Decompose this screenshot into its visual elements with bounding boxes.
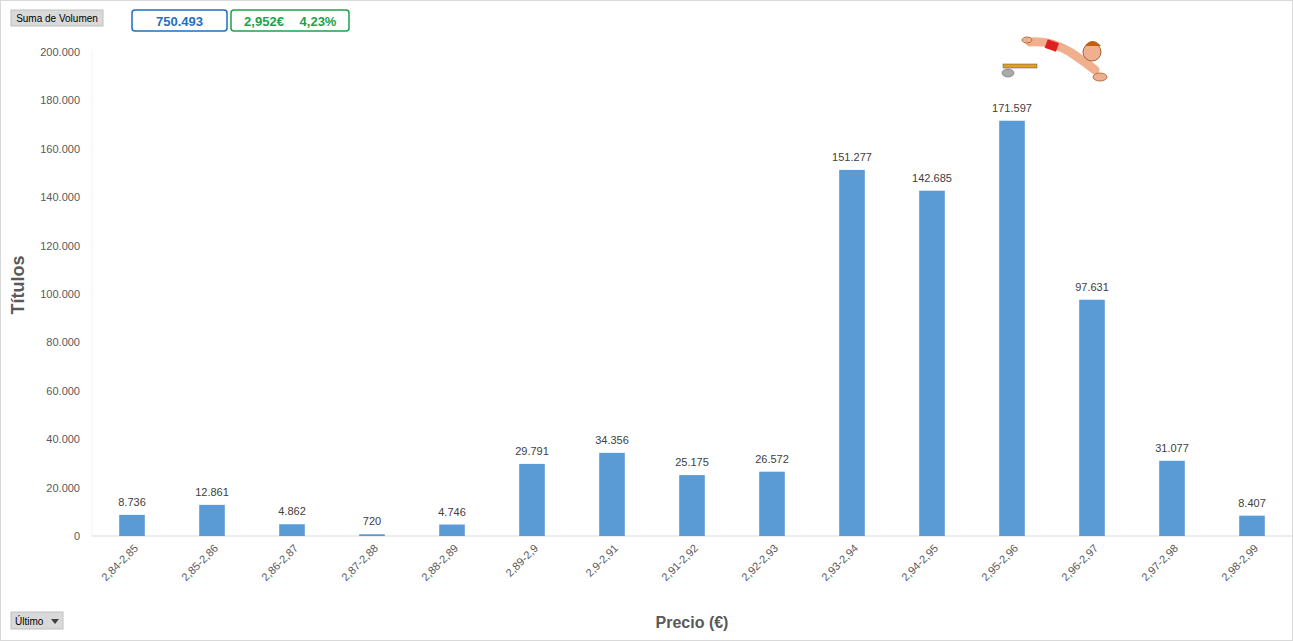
- y-tick-label: 0: [74, 530, 80, 542]
- data-label: 142.685: [912, 172, 952, 184]
- bar: [1239, 516, 1265, 536]
- x-tick-label: 2,85-2,86: [179, 542, 220, 583]
- bar: [999, 121, 1025, 536]
- price-box: [231, 10, 349, 31]
- y-tick-label: 20.000: [46, 482, 80, 494]
- x-tick-label: 2,96-2,97: [1059, 542, 1100, 583]
- total-value: 750.493: [156, 14, 203, 29]
- bar: [359, 534, 385, 536]
- x-tick-label: 2,93-2,94: [819, 542, 860, 583]
- y-tick-label: 40.000: [46, 433, 80, 445]
- hair: [1085, 41, 1101, 46]
- x-tick-label: 2,9-2,91: [583, 542, 620, 579]
- x-tick-label: 2,86-2,87: [259, 542, 300, 583]
- x-tick-label: 2,89-2,9: [503, 542, 540, 579]
- price-value: 2,952€: [244, 14, 284, 29]
- bar: [1159, 461, 1185, 536]
- x-tick-label: 2,91-2,92: [659, 542, 700, 583]
- data-label: 31.077: [1155, 442, 1189, 454]
- y-axis-line: [92, 52, 93, 536]
- chart: 0 20.000 40.000 60.000 80.000 100.000 120.000 1…: [0, 0, 1293, 641]
- data-label: 720: [363, 515, 381, 527]
- y-tick-label: 180.000: [40, 94, 80, 106]
- chart-frame: [1, 1, 1293, 641]
- y-tick: [84, 294, 88, 295]
- diver-icon: [1002, 37, 1107, 81]
- filter-button-label: Último: [15, 615, 44, 627]
- data-label: 8.736: [118, 496, 146, 508]
- bar: [279, 524, 305, 536]
- y-tick-label: 200.000: [40, 46, 80, 58]
- y-tick: [84, 439, 88, 440]
- y-tick: [84, 148, 88, 149]
- dropdown-arrow: [51, 619, 59, 624]
- y-tick: [84, 197, 88, 198]
- data-label: 171.597: [992, 102, 1032, 114]
- shorts: [1045, 39, 1059, 52]
- bar: [199, 505, 225, 536]
- bar: [839, 170, 865, 536]
- bar: [919, 191, 945, 536]
- change-value: 4,23%: [300, 14, 337, 29]
- x-tick-label: 2,84-2,85: [99, 542, 140, 583]
- y-tick-label: 120.000: [40, 240, 80, 252]
- y-tick-label: 160.000: [40, 143, 80, 155]
- y-tick: [84, 390, 88, 391]
- data-label: 151.277: [832, 151, 872, 163]
- foot: [1022, 37, 1032, 43]
- y-tick-label: 100.000: [40, 288, 80, 300]
- y-tick-label: 80.000: [46, 336, 80, 348]
- bar: [599, 453, 625, 536]
- bar: [519, 464, 545, 536]
- bar: [1079, 300, 1105, 536]
- x-tick-label: 2,94-2,95: [899, 542, 940, 583]
- field-button-label: Suma de Volumen: [16, 13, 98, 24]
- field-button: [11, 10, 103, 26]
- total-box: [132, 10, 227, 31]
- y-tick: [84, 487, 88, 488]
- y-axis-title: Títulos: [8, 256, 28, 315]
- y-tick: [84, 245, 88, 246]
- bar: [759, 472, 785, 536]
- filter-button[interactable]: [11, 612, 63, 629]
- x-tick-label: 2,87-2,88: [339, 542, 380, 583]
- data-label: 4.746: [438, 506, 466, 518]
- data-label: 29.791: [515, 445, 549, 457]
- bar: [119, 515, 145, 536]
- data-label: 25.175: [675, 456, 709, 468]
- x-tick-label: 2,97-2,98: [1139, 542, 1180, 583]
- data-label: 8.407: [1238, 497, 1266, 509]
- data-label: 34.356: [595, 434, 629, 446]
- hand: [1093, 73, 1107, 81]
- bar: [439, 525, 465, 536]
- x-tick-label: 2,98-2,99: [1219, 542, 1260, 583]
- stone: [1002, 69, 1014, 77]
- y-tick: [84, 100, 88, 101]
- bars: [119, 121, 1265, 536]
- y-tick-label: 140.000: [40, 191, 80, 203]
- data-label: 4.862: [278, 505, 306, 517]
- diving-board: [1003, 64, 1037, 68]
- data-label: 97.631: [1075, 281, 1109, 293]
- y-tick: [84, 52, 88, 53]
- data-label: 26.572: [755, 453, 789, 465]
- x-tick-label: 2,88-2,89: [419, 542, 460, 583]
- bar: [679, 475, 705, 536]
- x-tick-label: 2,92-2,93: [739, 542, 780, 583]
- y-tick-label: 60.000: [46, 385, 80, 397]
- data-label: 12.861: [195, 486, 229, 498]
- x-tick-label: 2,95-2,96: [979, 542, 1020, 583]
- y-tick: [84, 536, 88, 537]
- y-tick: [84, 342, 88, 343]
- x-axis-title: Precio (€): [656, 614, 729, 631]
